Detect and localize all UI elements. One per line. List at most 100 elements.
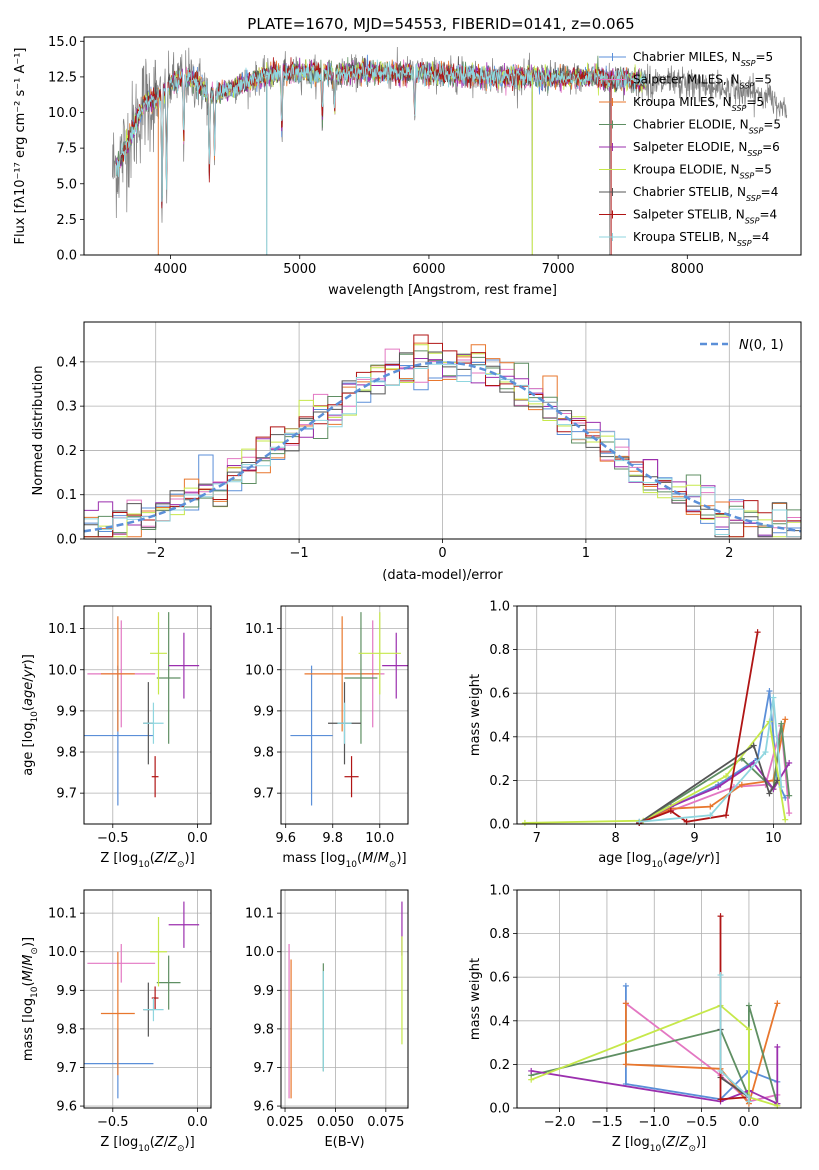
y-tick-label: 10.0	[245, 945, 274, 960]
legend-item-kroupa_stelib: Kroupa STELIB, NSSP=4	[599, 230, 769, 248]
mass_vs_ebv-frame	[280, 889, 409, 1109]
legend-item-kroupa_miles: Kroupa MILES, NSSP=5	[599, 95, 764, 113]
weight-point-kroupa_elodie	[723, 773, 730, 780]
gaussian-curve	[83, 361, 802, 533]
spectrum-xlabel: wavelength [Angstrom, rest frame]	[328, 283, 557, 298]
y-tick-label: 0.2	[56, 444, 77, 459]
weight-point-salpeter_miles	[786, 810, 793, 817]
weight-line-kroupa_stelib	[639, 697, 783, 823]
legend-item-chabrier_miles: Chabrier MILES, NSSP=5	[599, 50, 773, 68]
errorbar-salpeter_stelib	[344, 756, 359, 798]
age-vs-Z-ylabel: age [log10(age/yr)]	[21, 654, 40, 776]
y-tick-label: 2.5	[56, 213, 77, 228]
y-tick-label: 9.8	[56, 746, 77, 761]
y-tick-label: 0.0	[56, 249, 77, 264]
y-tick-label: 0.6	[489, 687, 510, 702]
spectrum-legend: Chabrier MILES, NSSP=5 Salpeter MILES, NS…	[599, 50, 781, 248]
weight-point-chabrier_miles	[622, 982, 629, 989]
weight-point-kroupa_miles	[774, 1000, 781, 1007]
x-tick-label: −1.0	[638, 1115, 670, 1130]
axes-age_vs_Z: −0.5 0.0 9.7 9.8 9.9 10.0 10.1	[48, 606, 211, 846]
weight-point-chabrier_elodie	[745, 1002, 752, 1009]
weight-line-chabrier_stelib	[638, 744, 779, 824]
legend-item-salpeter_stelib: Salpeter STELIB, NSSP=4	[599, 208, 777, 225]
weight-point-salpeter_stelib	[723, 812, 730, 819]
weight-point-kroupa_miles	[782, 716, 789, 723]
weight-vs-Z-xlabel: Z [log10(Z/Z⊙)]	[612, 1135, 706, 1154]
weight-vs-age-xlabel: age [log10(age/yr)]	[598, 851, 720, 870]
y-tick-label: 9.7	[56, 1061, 77, 1076]
weight-point-kroupa_miles	[622, 1000, 629, 1007]
y-tick-label: 10.1	[245, 622, 274, 637]
y-tick-label: 9.7	[56, 787, 77, 802]
histogram-salpeter_elodie	[84, 354, 801, 536]
weight-point-chabrier_miles	[766, 688, 773, 695]
errorbar-kroupa_miles	[100, 616, 135, 732]
weight-line-salpeter_stelib	[719, 916, 749, 1101]
mass-vs-Z-xlabel: Z [log10(Z/Z⊙)]	[100, 1135, 194, 1154]
x-tick-label: −0.5	[97, 831, 129, 846]
errorbar-salpeter_miles	[87, 944, 156, 983]
errorbar-kroupa_elodie	[150, 612, 167, 695]
y-tick-label: 0.8	[489, 927, 510, 942]
weight_vs_age-frame	[516, 605, 802, 825]
weight-point-kroupa_stelib	[717, 972, 724, 979]
legend-label: Salpeter ELODIE, NSSP=6	[633, 140, 780, 158]
x-tick-label: 9	[690, 831, 698, 846]
age-vs-Z-xlabel: Z [log10(Z/Z⊙)]	[100, 851, 194, 870]
errorbar-kroupa_miles	[304, 616, 380, 732]
y-tick-label: 0.4	[489, 1014, 510, 1029]
errorbar-kroupa_stelib	[143, 702, 164, 744]
y-tick-label: 9.8	[253, 746, 274, 761]
legend-item-salpeter_miles: Salpeter MILES, NSSP=5	[599, 73, 772, 90]
y-tick-label: 1.0	[489, 600, 510, 615]
y-tick-label: 0.2	[489, 774, 510, 789]
x-tick-label: −2.0	[544, 1115, 576, 1130]
residuals-xlabel: (data-model)/error	[382, 568, 503, 583]
x-tick-label: 4000	[154, 262, 187, 277]
legend-label: Chabrier STELIB, NSSP=4	[633, 185, 778, 203]
errorbar-kroupa_stelib	[337, 702, 352, 744]
spectrum-ylabel: Flux [fλ10⁻¹⁷ erg cm⁻² s⁻¹ A⁻¹]	[13, 48, 28, 245]
weight-point-chabrier_stelib	[750, 742, 757, 749]
weight-point-salpeter_stelib	[717, 1096, 724, 1103]
legend-label: Kroupa ELODIE, NSSP=5	[633, 163, 772, 181]
x-tick-label: 10.0	[365, 831, 394, 846]
errorbar-salpeter_elodie	[168, 632, 200, 699]
y-tick-label: 10.0	[48, 106, 77, 121]
x-tick-label: 6000	[412, 262, 445, 277]
y-tick-label: 9.6	[56, 1100, 77, 1115]
y-tick-label: 9.9	[56, 704, 77, 719]
errorbar-chabrier_miles	[290, 665, 333, 806]
axes-mass_vs_Z: −0.5 0.0 9.6 9.7 9.8 9.9 10.0 10.1	[48, 890, 211, 1130]
x-tick-label: 0.050	[317, 1115, 354, 1130]
weight-point-kroupa_stelib	[770, 694, 777, 701]
weight-vs-Z-ylabel: mass weight	[468, 958, 483, 1040]
x-tick-label: 9.8	[322, 831, 343, 846]
y-tick-label: 9.6	[253, 1100, 274, 1115]
legend-label: Chabrier MILES, NSSP=5	[633, 50, 773, 68]
y-tick-label: 0.2	[489, 1058, 510, 1073]
errorbar-kroupa_elodie	[150, 917, 167, 987]
x-tick-label: 10	[765, 831, 782, 846]
y-tick-label: 9.8	[56, 1022, 77, 1037]
y-tick-label: 0.3	[56, 400, 77, 415]
y-tick-label: 0.0	[489, 818, 510, 833]
legend-item-chabrier_elodie: Chabrier ELODIE, NSSP=5	[599, 118, 781, 136]
y-tick-label: 9.8	[253, 1022, 274, 1037]
weight_vs_Z-frame	[516, 889, 802, 1109]
legend-label: Chabrier ELODIE, NSSP=5	[633, 118, 781, 136]
x-tick-label: 8000	[671, 262, 704, 277]
y-tick-label: 0.0	[56, 533, 77, 548]
weight-point-kroupa_stelib	[707, 812, 714, 819]
y-tick-label: 10.1	[245, 907, 274, 922]
x-tick-label: 7	[533, 831, 541, 846]
residuals-frame	[83, 321, 802, 540]
weight-point-salpeter_elodie	[715, 783, 722, 790]
y-tick-label: 0.8	[489, 643, 510, 658]
weight-point-chabrier_elodie	[778, 720, 785, 727]
x-tick-label: −0.5	[686, 1115, 718, 1130]
weight-point-kroupa_stelib	[717, 1067, 724, 1074]
legend-label: Kroupa MILES, NSSP=5	[633, 95, 764, 113]
